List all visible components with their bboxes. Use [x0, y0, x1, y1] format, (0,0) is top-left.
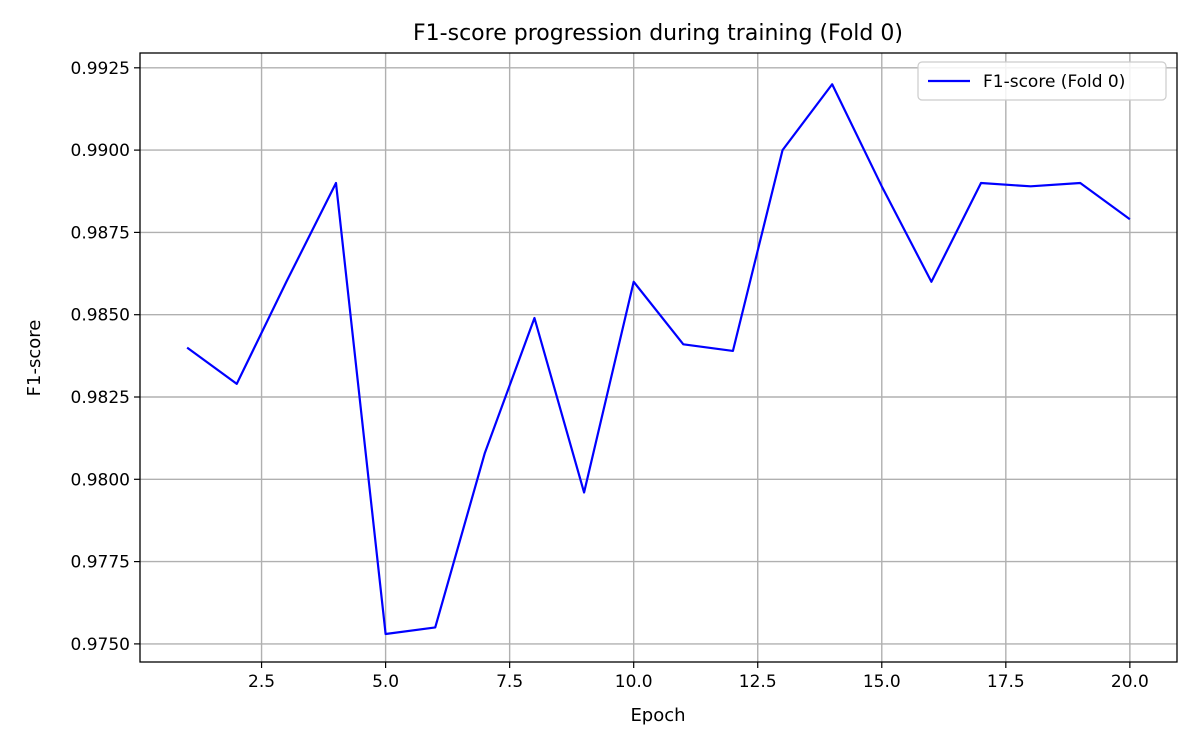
y-tick-label: 0.9925 [71, 59, 130, 79]
plot-frame [139, 52, 1178, 663]
series-line [186, 83, 1131, 636]
y-axis-label: F1-score [24, 320, 45, 397]
y-tick-label: 0.9750 [71, 635, 130, 655]
tick-layer: 2.5 5.0 7.5 10.0 12.5 15.0 17.5 20.0 0.9750 0.977… [71, 59, 1149, 692]
legend-label: F1-score (Fold 0) [983, 72, 1125, 92]
legend: F1-score (Fold 0) [917, 61, 1167, 101]
x-tick-label: 7.5 [496, 672, 523, 692]
x-axis-label: Epoch [630, 705, 685, 726]
x-tick-label: 15.0 [863, 672, 901, 692]
chart-title: F1-score progression during training (Fo… [413, 21, 903, 46]
y-tick-label: 0.9800 [71, 470, 130, 490]
y-tick-label: 0.9775 [71, 553, 130, 573]
y-tick-label: 0.9875 [71, 223, 130, 243]
x-tick-label: 20.0 [1111, 672, 1149, 692]
series-layer [186, 83, 1131, 636]
x-tick-label: 17.5 [987, 672, 1025, 692]
y-tick-label: 0.9900 [71, 141, 130, 161]
legend-box [917, 61, 1167, 101]
y-tick-label: 0.9825 [71, 388, 130, 408]
x-tick-label: 10.0 [615, 672, 653, 692]
x-tick-label: 12.5 [739, 672, 777, 692]
x-tick-label: 5.0 [372, 672, 399, 692]
y-tick-label: 0.9850 [71, 306, 130, 326]
x-tick-label: 2.5 [248, 672, 275, 692]
